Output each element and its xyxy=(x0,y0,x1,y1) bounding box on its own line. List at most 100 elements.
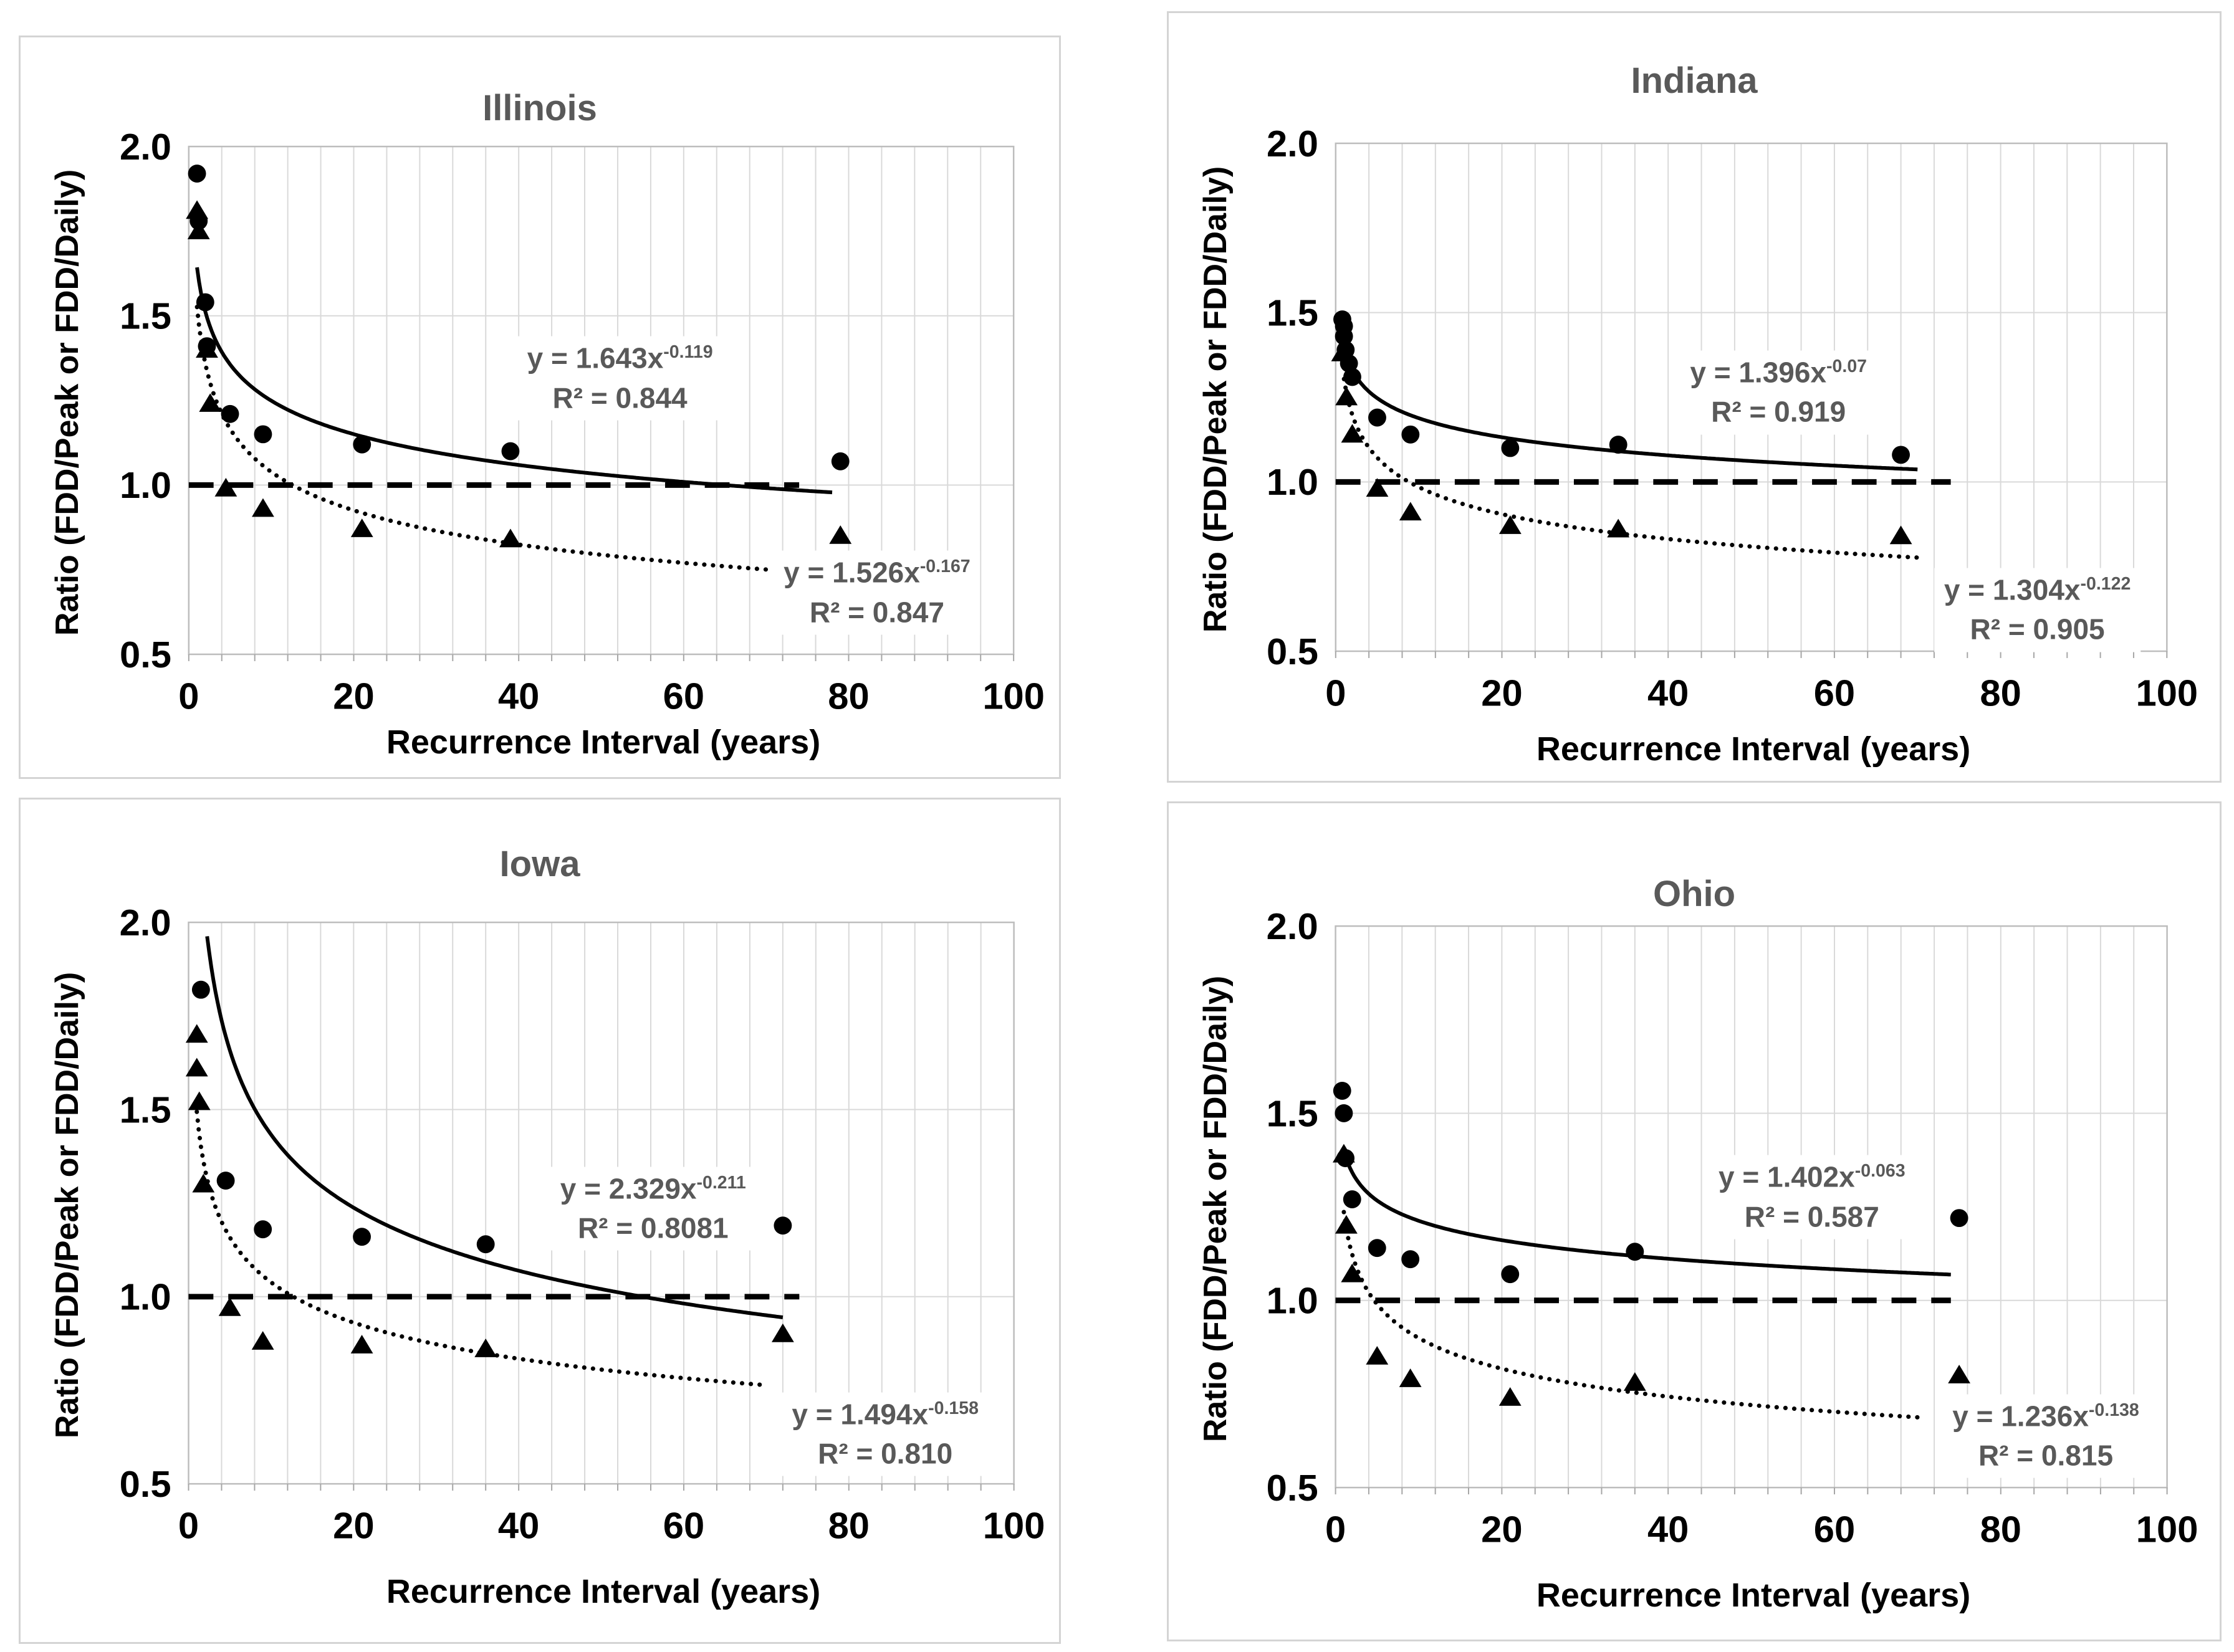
r2-text: R² = 0.905 xyxy=(1970,613,2105,646)
data-point-triangle xyxy=(1335,1215,1358,1234)
plot-area: 0 20 40 60 80 100 2.0 1.5 1.0 0.5 xyxy=(120,902,1045,1547)
chart-title: Indiana xyxy=(1631,60,1758,101)
data-point-triangle xyxy=(196,339,218,358)
data-point-triangle xyxy=(186,200,208,219)
series-triangles xyxy=(186,200,852,548)
equation-line: y = 1.643x-0.119 xyxy=(527,339,713,378)
r2-text: R² = 0.815 xyxy=(1978,1439,2114,1472)
data-point-circle xyxy=(196,293,214,312)
trend-curve-dotted xyxy=(1341,376,1920,560)
data-point-triangle xyxy=(771,1323,794,1342)
y-tick-label: 1.0 xyxy=(120,1276,171,1318)
trendline-equation-dotted: y = 1.526x-0.167 R² = 0.847 xyxy=(774,550,980,635)
data-point-circle xyxy=(1609,436,1628,454)
data-point-triangle xyxy=(499,528,522,548)
equation-text: y = 1.304x xyxy=(1944,573,2081,606)
y-tick-labels: 2.0 1.5 1.0 0.5 xyxy=(1267,905,1318,1509)
y-tick-label: 2.0 xyxy=(120,126,171,168)
trendline-equation-dotted: y = 1.494x-0.158 R² = 0.810 xyxy=(782,1392,989,1476)
equation-text: y = 1.236x xyxy=(1952,1400,2089,1433)
x-tick-label: 100 xyxy=(2136,672,2198,714)
chart-panel-iowa: Iowa Ratio (FDD/Peak or FDD/Daily) 0 20 40… xyxy=(19,798,1061,1644)
series-triangles xyxy=(1331,342,1912,545)
equation-line: y = 2.329x-0.211 xyxy=(560,1169,746,1208)
equation-exponent: -0.138 xyxy=(2088,1400,2139,1420)
trend-curve-solid xyxy=(1342,1149,1951,1277)
chart-title: Illinois xyxy=(482,88,597,128)
x-tick-labels: 0 20 40 60 80 100 xyxy=(1325,672,2198,714)
data-point-circle xyxy=(353,1228,372,1246)
data-point-circle xyxy=(1950,1209,1968,1228)
y-tick-label: 1.0 xyxy=(1267,461,1318,503)
data-point-triangle xyxy=(350,518,373,537)
trend-curve-dotted xyxy=(1341,1210,1920,1420)
data-point-triangle xyxy=(350,1334,373,1354)
series-circles xyxy=(191,980,792,1254)
trendline-equation-solid: y = 2.329x-0.211 R² = 0.8081 xyxy=(550,1167,756,1251)
y-tick-label: 1.5 xyxy=(120,1089,171,1130)
x-tick-label: 60 xyxy=(663,676,704,717)
x-tick-labels: 0 20 40 60 80 100 xyxy=(178,676,1045,717)
plot-border xyxy=(1335,925,2168,1489)
r2-text: R² = 0.844 xyxy=(552,381,688,414)
series-circles xyxy=(1333,310,1910,464)
data-point-circle xyxy=(1335,1104,1353,1122)
data-point-triangle xyxy=(1399,502,1422,521)
x-tick-label: 80 xyxy=(1980,1509,2021,1550)
x-tick-label: 0 xyxy=(178,1505,199,1547)
x-axis-title: Recurrence Interval (years) xyxy=(1536,730,1971,768)
y-tick-label: 1.5 xyxy=(120,295,171,337)
x-tick-label: 0 xyxy=(1325,1509,1346,1550)
y-tick-label: 0.5 xyxy=(120,1463,171,1505)
plot-area: 0 20 40 60 80 100 2.0 1.5 1.0 0.5 xyxy=(1267,905,2198,1550)
equation-exponent: -0.122 xyxy=(2080,574,2131,594)
equation-line: y = 1.494x-0.158 xyxy=(792,1395,979,1434)
series-triangles xyxy=(185,1024,794,1357)
x-tick-label: 80 xyxy=(1980,672,2021,714)
data-point-circle xyxy=(216,1172,235,1190)
y-tick-labels: 2.0 1.5 1.0 0.5 xyxy=(1267,123,1318,672)
x-tick-label: 20 xyxy=(1481,1509,1522,1550)
equation-line: y = 1.396x-0.07 xyxy=(1690,353,1867,392)
data-point-triangle xyxy=(1341,1263,1364,1282)
equation-text: y = 1.396x xyxy=(1690,356,1827,389)
data-point-circle xyxy=(353,435,372,454)
data-point-circle xyxy=(1343,368,1361,386)
trendline-equation-dotted: y = 1.236x-0.138 R² = 0.815 xyxy=(1942,1394,2149,1478)
y-tick-label: 1.0 xyxy=(1267,1280,1318,1322)
y-tick-label: 1.5 xyxy=(1267,292,1318,334)
data-point-circle xyxy=(1892,446,1910,464)
y-tick-labels: 2.0 1.5 1.0 0.5 xyxy=(120,902,171,1505)
x-axis-title: Recurrence Interval (years) xyxy=(386,1573,821,1610)
x-tick-label: 20 xyxy=(1481,672,1522,714)
data-point-circle xyxy=(1368,408,1386,427)
chart-title: Ohio xyxy=(1652,874,1736,914)
equation-exponent: -0.211 xyxy=(696,1172,746,1193)
data-point-circle xyxy=(221,404,239,423)
data-point-circle xyxy=(1335,327,1353,346)
equation-text: y = 1.526x xyxy=(784,556,920,589)
x-axis-title: Recurrence Interval (years) xyxy=(1536,1577,1971,1614)
equation-text: y = 1.402x xyxy=(1719,1160,1855,1193)
y-tick-label: 0.5 xyxy=(1267,631,1318,672)
x-tick-labels: 0 20 40 60 80 100 xyxy=(178,1505,1045,1547)
data-point-triangle xyxy=(218,1297,241,1316)
x-tick-label: 100 xyxy=(982,676,1045,717)
x-axis-ticks xyxy=(188,654,1015,661)
data-point-triangle xyxy=(1332,1144,1355,1163)
x-tick-label: 80 xyxy=(828,1505,870,1547)
data-point-triangle xyxy=(1399,1368,1422,1387)
chart-panel-ohio: Ohio Ratio (FDD/Peak or FDD/Daily) 0 20 40… xyxy=(1167,801,2222,1641)
data-point-circle xyxy=(1501,1265,1520,1284)
data-point-circle xyxy=(1368,1239,1386,1258)
x-tick-label: 60 xyxy=(1814,672,1855,714)
data-point-circle xyxy=(1343,1190,1361,1209)
x-tick-label: 40 xyxy=(1647,672,1689,714)
x-axis-title: Recurrence Interval (years) xyxy=(386,723,821,761)
data-point-circle xyxy=(1626,1243,1644,1261)
data-point-circle xyxy=(188,165,206,183)
trend-curve-solid xyxy=(195,267,833,495)
r2-text: R² = 0.919 xyxy=(1711,395,1846,428)
